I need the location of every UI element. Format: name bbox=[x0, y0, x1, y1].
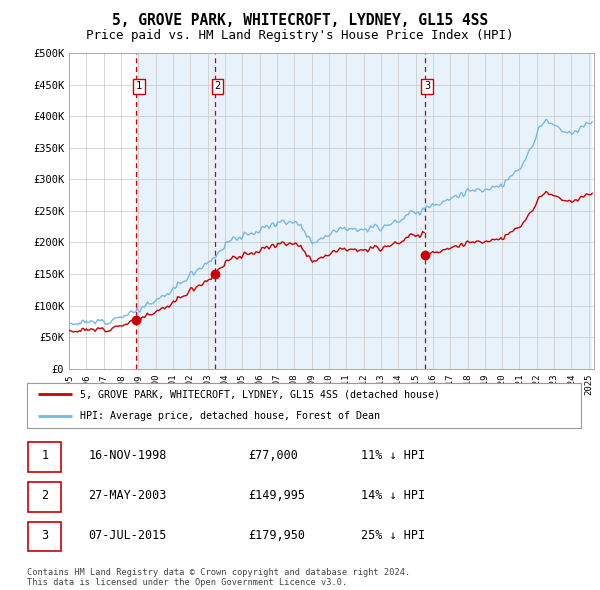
Text: Contains HM Land Registry data © Crown copyright and database right 2024.
This d: Contains HM Land Registry data © Crown c… bbox=[27, 568, 410, 587]
Text: Price paid vs. HM Land Registry's House Price Index (HPI): Price paid vs. HM Land Registry's House … bbox=[86, 29, 514, 42]
Text: 1: 1 bbox=[41, 450, 49, 463]
Text: HPI: Average price, detached house, Forest of Dean: HPI: Average price, detached house, Fore… bbox=[80, 411, 380, 421]
Text: 3: 3 bbox=[424, 81, 430, 91]
Text: 27-MAY-2003: 27-MAY-2003 bbox=[89, 489, 167, 502]
Bar bbox=[136, 53, 215, 369]
Bar bbox=[215, 53, 425, 369]
Text: 25% ↓ HPI: 25% ↓ HPI bbox=[361, 529, 425, 542]
Text: 2: 2 bbox=[41, 489, 49, 502]
Text: 16-NOV-1998: 16-NOV-1998 bbox=[89, 450, 167, 463]
FancyBboxPatch shape bbox=[27, 382, 581, 428]
FancyBboxPatch shape bbox=[28, 482, 61, 512]
Bar bbox=[425, 53, 592, 369]
Text: £149,995: £149,995 bbox=[248, 489, 305, 502]
Text: £179,950: £179,950 bbox=[248, 529, 305, 542]
Text: 2: 2 bbox=[214, 81, 220, 91]
Text: 14% ↓ HPI: 14% ↓ HPI bbox=[361, 489, 425, 502]
Text: 3: 3 bbox=[41, 529, 49, 542]
Text: 5, GROVE PARK, WHITECROFT, LYDNEY, GL15 4SS (detached house): 5, GROVE PARK, WHITECROFT, LYDNEY, GL15 … bbox=[80, 389, 440, 399]
Text: 5, GROVE PARK, WHITECROFT, LYDNEY, GL15 4SS: 5, GROVE PARK, WHITECROFT, LYDNEY, GL15 … bbox=[112, 13, 488, 28]
FancyBboxPatch shape bbox=[28, 522, 61, 551]
Text: 07-JUL-2015: 07-JUL-2015 bbox=[89, 529, 167, 542]
Text: 1: 1 bbox=[136, 81, 142, 91]
FancyBboxPatch shape bbox=[28, 442, 61, 472]
Text: £77,000: £77,000 bbox=[248, 450, 298, 463]
Text: 11% ↓ HPI: 11% ↓ HPI bbox=[361, 450, 425, 463]
